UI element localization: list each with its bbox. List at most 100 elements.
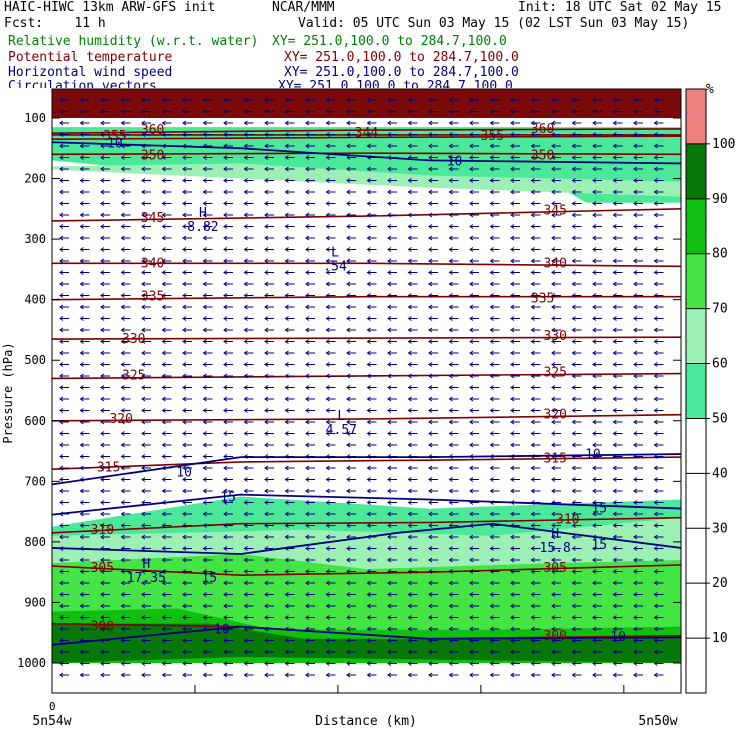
vector-912 — [305, 442, 315, 448]
vector-1288 — [633, 580, 643, 586]
vector-1188 — [428, 546, 438, 551]
vector-239 — [653, 178, 664, 183]
vector-804 — [551, 396, 561, 402]
vector-109 — [448, 132, 459, 137]
vector-864 — [551, 419, 561, 425]
vector-773 — [530, 385, 541, 390]
vector-1232 — [100, 569, 110, 574]
vector-1395 — [366, 626, 377, 632]
vector-1385 — [161, 626, 172, 632]
vector-256 — [387, 189, 397, 195]
vector-478 — [633, 270, 643, 275]
vector-877 — [202, 431, 213, 436]
vector-1386 — [182, 626, 192, 632]
vector-466 — [387, 270, 397, 275]
vector-842 — [100, 419, 110, 425]
vector-595 — [571, 316, 582, 321]
circulation-vector-layer — [59, 97, 664, 678]
vector-384 — [551, 235, 561, 241]
vector-84 — [551, 120, 561, 126]
vector-1013 — [530, 477, 541, 482]
vector-1420 — [264, 638, 274, 643]
vector-1217 — [407, 557, 418, 563]
theta-contour-label: 360 — [141, 123, 164, 138]
vector-56 — [592, 109, 602, 114]
vector-1369 — [448, 615, 459, 620]
vector-830 — [469, 408, 479, 413]
vector-241 — [79, 189, 90, 195]
vector-133 — [325, 143, 336, 149]
vector-1072 — [510, 500, 520, 505]
field-wind-xy: XY= 251.0,100.0 to 284.7,100.0 — [284, 65, 519, 80]
vector-964 — [141, 465, 151, 471]
vector-796 — [387, 396, 397, 402]
vector-729 — [243, 373, 254, 379]
vector-1419 — [243, 638, 254, 643]
vector-422 — [100, 258, 110, 264]
vector-1523 — [530, 672, 541, 678]
vector-637 — [202, 339, 213, 344]
wind-contour-10-0 — [51, 141, 682, 165]
vector-285 — [366, 201, 377, 206]
vector-42 — [305, 109, 315, 114]
vector-1515 — [366, 672, 377, 678]
vector-80 — [469, 120, 479, 126]
vector-100 — [264, 132, 274, 137]
vector-656 — [592, 339, 602, 344]
vector-1196 — [592, 546, 602, 551]
vector-31 — [79, 109, 90, 114]
vector-795 — [366, 396, 377, 402]
vector-876 — [182, 431, 192, 436]
vector-1052 — [100, 500, 110, 505]
vector-866 — [592, 419, 602, 425]
vector-424 — [141, 258, 151, 264]
theta-contour-350-3 — [51, 152, 682, 156]
vector-731 — [284, 373, 295, 379]
vector-203 — [530, 166, 541, 172]
vector-1190 — [469, 546, 479, 551]
vector-653 — [530, 339, 541, 344]
vector-1438 — [633, 638, 643, 643]
theta-contour-label: 320 — [109, 412, 132, 427]
vector-328 — [633, 212, 643, 218]
vector-1057 — [202, 500, 213, 505]
vector-539 — [653, 293, 664, 298]
vector-1492 — [510, 661, 520, 666]
vector-1077 — [612, 500, 623, 505]
vector-1062 — [305, 500, 315, 505]
vector-389 — [653, 235, 664, 241]
vector-1161 — [489, 534, 500, 540]
vector-950 — [469, 454, 479, 459]
vector-373 — [325, 235, 336, 241]
vector-598 — [633, 316, 643, 321]
vector-567 — [612, 304, 623, 310]
vector-1084 — [141, 511, 151, 517]
vector-485 — [161, 281, 172, 287]
vector-564 — [551, 304, 561, 310]
vector-1214 — [346, 557, 356, 563]
vector-727 — [202, 373, 213, 379]
vector-1295 — [161, 592, 172, 597]
vector-204 — [551, 166, 561, 172]
vector-156 — [182, 155, 192, 160]
vector-715 — [571, 362, 582, 367]
vector-794 — [346, 396, 356, 402]
vector-1050 — [59, 500, 69, 505]
wind-contour-10-1 — [51, 453, 682, 486]
vector-1426 — [387, 638, 397, 643]
vector-365 — [161, 235, 172, 241]
vector-608 — [223, 327, 233, 333]
vector-1065 — [366, 500, 377, 505]
vector-87 — [612, 120, 623, 126]
vector-693 — [120, 362, 131, 367]
vector-121 — [79, 143, 90, 149]
vector-807 — [612, 396, 623, 402]
theta-contour-label: 345 — [141, 211, 164, 226]
vector-1064 — [346, 500, 356, 505]
vector-58 — [633, 109, 643, 114]
vector-907 — [202, 442, 213, 448]
vector-639 — [243, 339, 254, 344]
vector-906 — [182, 442, 192, 448]
vector-843 — [120, 419, 131, 425]
vector-904 — [141, 442, 151, 448]
